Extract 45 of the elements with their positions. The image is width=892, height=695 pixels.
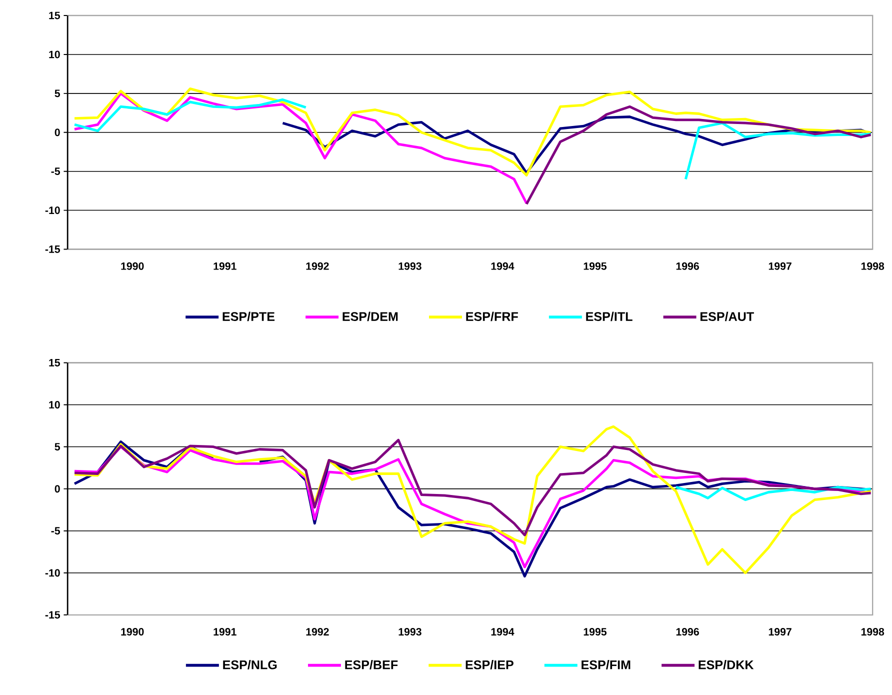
x-tick-label: 1998 bbox=[861, 262, 884, 270]
x-tick-label: 1995 bbox=[584, 262, 607, 270]
legend-label: ESP/ITL bbox=[586, 312, 632, 321]
y-tick-label: 0 bbox=[54, 484, 60, 492]
y-tick-label: 10 bbox=[49, 400, 60, 408]
x-tick-label: 1997 bbox=[768, 262, 792, 270]
x-tick-label: 1992 bbox=[306, 628, 329, 636]
y-tick-label: -5 bbox=[51, 167, 60, 175]
line-series bbox=[674, 486, 872, 501]
y-tick-label: 15 bbox=[49, 12, 60, 20]
legend-label: ESP/PTE bbox=[222, 312, 275, 321]
line-series bbox=[73, 438, 872, 536]
legend-label: ESP/FRF bbox=[466, 312, 518, 321]
legend-label: ESP/BEF bbox=[345, 660, 398, 670]
legend-label: ESP/IEP bbox=[466, 660, 514, 670]
x-tick-label: 1998 bbox=[861, 628, 884, 636]
x-tick-label: 1994 bbox=[491, 262, 514, 270]
x-tick-label: 1990 bbox=[121, 628, 144, 636]
y-tick-label: 10 bbox=[49, 50, 60, 58]
x-tick-label: 1993 bbox=[398, 262, 422, 270]
x-tick-label: 1991 bbox=[214, 628, 236, 636]
x-tick-label: 1996 bbox=[676, 262, 699, 270]
x-tick-label: 1990 bbox=[121, 262, 144, 270]
y-tick-label: 5 bbox=[54, 442, 60, 450]
x-tick-label: 1993 bbox=[398, 628, 422, 636]
legend-label: ESP/DKK bbox=[698, 660, 754, 670]
x-tick-label: 1997 bbox=[768, 628, 792, 636]
legend-label: ESP/AUT bbox=[700, 312, 754, 321]
line-series bbox=[73, 87, 872, 176]
y-tick-label: -10 bbox=[45, 568, 60, 576]
legend-label: ESP/NLG bbox=[223, 660, 277, 670]
legend-label: ESP/FIM bbox=[582, 660, 630, 670]
x-tick-label: 1996 bbox=[676, 628, 699, 636]
y-tick-label: 5 bbox=[54, 90, 60, 97]
x-tick-label: 1995 bbox=[584, 628, 607, 636]
x-tick-label: 1991 bbox=[214, 262, 236, 270]
y-tick-label: -10 bbox=[45, 206, 60, 214]
x-tick-label: 1994 bbox=[491, 628, 514, 636]
y-tick-label: -15 bbox=[45, 245, 60, 253]
legend-label: ESP/DEM bbox=[342, 312, 398, 321]
y-tick-label: -15 bbox=[45, 611, 60, 618]
y-tick-label: 15 bbox=[49, 358, 60, 366]
x-tick-label: 1992 bbox=[306, 262, 329, 270]
y-tick-label: 0 bbox=[54, 128, 60, 136]
y-tick-label: -5 bbox=[51, 526, 60, 534]
